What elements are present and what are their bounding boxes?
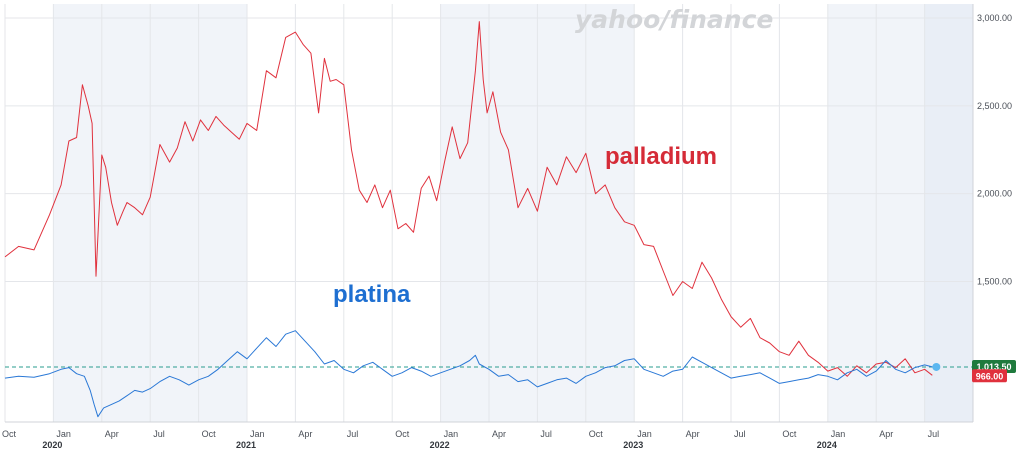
platina-last-point	[932, 362, 941, 371]
x-year-label: 2020	[42, 440, 62, 450]
x-tick-label: Apr	[879, 429, 893, 439]
x-tick-label: Oct	[395, 429, 410, 439]
x-tick-label: Oct	[589, 429, 604, 439]
x-tick-label: Jul	[153, 429, 165, 439]
x-tick-label: Jan	[250, 429, 265, 439]
grid-lines	[4, 4, 974, 423]
palladium-annotation: palladium	[605, 143, 717, 170]
x-tick-label: Jan	[637, 429, 652, 439]
x-year-label: 2023	[623, 440, 643, 450]
y-tick-label: 2,500.00	[977, 101, 1012, 111]
x-tick-label: Jul	[734, 429, 746, 439]
yahoo-finance-watermark: yahoo/finance	[575, 5, 773, 34]
platina-annotation: platina	[333, 281, 411, 308]
platina-price-label: 1,013.50	[976, 362, 1011, 372]
x-tick-label: Jan	[444, 429, 459, 439]
future-region	[924, 4, 973, 422]
platina-line	[4, 330, 933, 418]
x-year-label: 2021	[236, 440, 256, 450]
x-tick-label: Apr	[298, 429, 312, 439]
palladium-line	[4, 21, 933, 377]
x-tick-label: Jul	[347, 429, 359, 439]
x-axis: Oct Jan Apr Jul Oct Jan Apr Jul Oct Jan Apr Jul Oct J…	[2, 429, 939, 450]
x-tick-label: Apr	[492, 429, 506, 439]
x-tick-label: Jul	[540, 429, 552, 439]
palladium-price-badge	[972, 369, 1007, 383]
x-tick-label: Apr	[686, 429, 700, 439]
x-tick-label: Jan	[56, 429, 71, 439]
x-year-label: 2022	[430, 440, 450, 450]
palladium-price-label: 966.00	[976, 371, 1004, 381]
x-tick-label: Jul	[928, 429, 940, 439]
x-tick-label: Oct	[782, 429, 797, 439]
y-tick-label: 2,000.00	[977, 189, 1012, 199]
x-tick-label: Jan	[831, 429, 846, 439]
year-shading	[53, 4, 973, 422]
y-tick-label: 3,000.00	[977, 13, 1012, 23]
x-tick-label: Oct	[2, 429, 17, 439]
x-tick-label: Apr	[105, 429, 119, 439]
x-year-label: 2024	[817, 440, 837, 450]
series-lines	[4, 21, 941, 418]
x-tick-label: Oct	[202, 429, 217, 439]
y-axis: 1,500.00 2,000.00 2,500.00 3,000.00	[977, 13, 1012, 286]
y-tick-label: 1,500.00	[977, 276, 1012, 286]
